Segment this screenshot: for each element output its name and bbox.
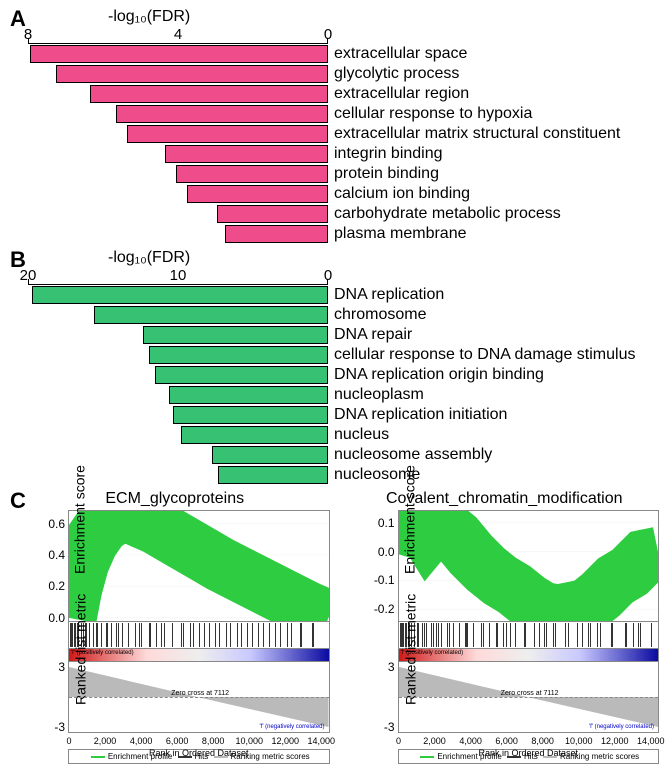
panel-b-axis-title: -log₁₀(FDR) [108,249,659,267]
es-plot: Enrichment score0.00.20.40.6 [68,510,330,622]
bar-label: nucleosome assembly [334,446,492,464]
bar-label: carbohydrate metabolic process [334,205,561,223]
bar-row: nucleus [8,425,659,444]
bar-row: DNA repair [8,325,659,344]
ranked-ylabel: Ranked list metric [402,594,418,705]
panel-b: B -log₁₀(FDR) 20100 DNA replicationchrom… [8,249,659,484]
panel-b-bars: DNA replication chromosome DNA repair cellu… [8,285,659,484]
es-ylabel: Enrichment score [401,465,417,574]
panel-c: C ECM_glycoproteinsEnrichment score0.00.… [8,490,659,764]
ranked-ylabel: Ranked list metric [73,594,89,705]
bar-label: calcium ion binding [334,185,470,203]
hits-band [68,622,330,649]
bar-row: chromosome [8,305,659,324]
bar-label: extracellular region [334,85,469,103]
bar-label: DNA replication initiation [334,406,507,424]
bar-label: cellular response to DNA damage stimulus [334,346,635,364]
bar-label: extracellular space [334,45,467,63]
bar-row: cellular response to DNA damage stimulus [8,345,659,364]
bar-label: DNA replication [334,286,444,304]
panel-a-axis-title: -log₁₀(FDR) [108,8,659,26]
bar-label: extracellular matrix structural constitu… [334,125,620,143]
bar-label: protein binding [334,165,439,183]
gsea-title: ECM_glycoproteins [20,490,330,508]
panel-a-axis: 840 [28,26,328,44]
bar-row: nucleoplasm [8,385,659,404]
bar-label: integrin binding [334,145,443,163]
bar-label: DNA replication origin binding [334,366,544,384]
bar-row: extracellular matrix structural constitu… [8,124,659,143]
ranked-plot: Ranked list metric3-3Zero cross at 7112'… [398,662,660,733]
panel-a: A -log₁₀(FDR) 840 extracellular spacegly… [8,8,659,243]
bar-label: glycolytic process [334,65,459,83]
bar-row: carbohydrate metabolic process [8,204,659,223]
bar-row: DNA replication origin binding [8,365,659,384]
bar-label: plasma membrane [334,225,467,243]
bar-label: DNA repair [334,326,412,344]
bar-row: DNA replication initiation [8,405,659,424]
bar-row: extracellular space [8,44,659,63]
es-ylabel: Enrichment score [71,465,87,574]
bar-label: chromosome [334,306,426,324]
gsea-right: Covalent_chromatin_modification Enrichmen… [350,490,660,764]
bar-row: cellular response to hypoxia [8,104,659,123]
bar-row: extracellular region [8,84,659,103]
es-plot: Enrichment score-0.2-0.10.00.1 [398,510,660,622]
bar-row: calcium ion binding [8,184,659,203]
bar-label: nucleus [334,426,389,444]
gradient-band: 'f' (positively correlated) [68,649,330,662]
gradient-band: 'f' (positively correlated) [398,649,660,662]
bar-label: nucleoplasm [334,386,424,404]
bar-row: protein binding [8,164,659,183]
panel-a-bars: extracellular space glycolytic process ext… [8,44,659,243]
bar-row: glycolytic process [8,64,659,83]
bar-label: cellular response to hypoxia [334,105,532,123]
bar-row: plasma membrane [8,224,659,243]
gsea-left: ECM_glycoproteins Enrichment score0.00.20… [20,490,330,764]
gsea-title: Covalent_chromatin_modification [350,490,660,508]
bar-row: DNA replication [8,285,659,304]
bar-row: nucleosome assembly [8,445,659,464]
bar-row: nucleosome [8,465,659,484]
hits-band [398,622,660,649]
ranked-plot: Ranked list metric3-3Zero cross at 7112'… [68,662,330,733]
panel-b-axis: 20100 [28,267,328,285]
bar-row: integrin binding [8,144,659,163]
